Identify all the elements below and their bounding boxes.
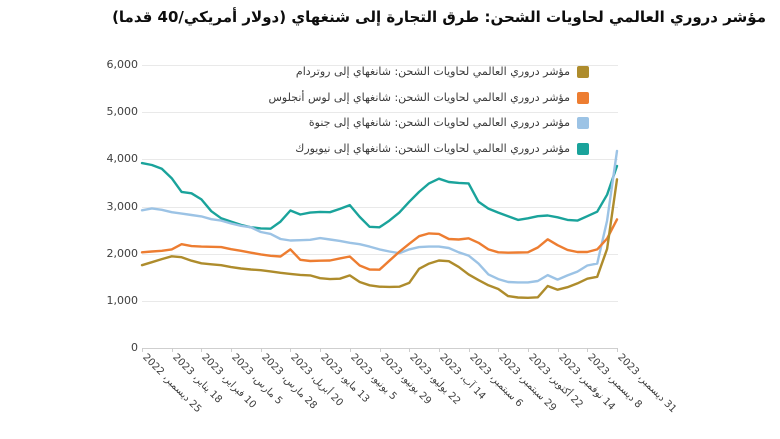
y-axis-tick-label: 0 (131, 341, 138, 354)
y-axis-tick-label: 1,000 (106, 293, 139, 307)
x-axis-tick (498, 348, 500, 352)
y-axis-tick-label: 2,000 (106, 246, 139, 260)
y-gridline (142, 300, 618, 302)
y-axis-tick-label: 3,000 (106, 199, 139, 213)
x-axis-tick (617, 348, 618, 352)
series-line-shanghai-rotterdam[interactable] (140, 178, 619, 300)
y-axis-tick-label: 6,000 (106, 58, 139, 71)
x-axis-tick-label: 8 ديسمبر، 2023 (585, 352, 645, 411)
x-axis-tick (260, 348, 262, 352)
x-axis-tick (349, 348, 351, 352)
legend-item-label: مؤشر دروري العالمي لحاويات الشحن: شانغها… (295, 65, 570, 78)
x-axis-tick (290, 348, 292, 352)
legend-swatch-icon (577, 66, 589, 78)
plot-area[interactable] (140, 65, 619, 348)
series-line-shanghai-genoa[interactable] (140, 149, 619, 284)
legend-swatch-icon (577, 117, 589, 130)
x-axis-tick-label: 29 يونيو، 2023 (377, 352, 433, 407)
chart-title: مؤشر دروري العالمي لحاويات الشحن: طرق ال… (112, 8, 766, 26)
legend-item-shanghai-los-angeles[interactable]: مؤشر دروري العالمي لحاويات الشحن: شانغها… (268, 90, 589, 105)
x-axis-tick-label: 10 فبراير، 2023 (199, 352, 259, 411)
x-axis-tick (438, 348, 440, 352)
legend-item-label: مؤشر دروري العالمي لحاويات الشحن: شانغها… (295, 142, 570, 156)
y-gridline (142, 253, 618, 255)
legend-item-label: مؤشر دروري العالمي لحاويات الشحن: شانغها… (308, 116, 570, 130)
legend-item-shanghai-new-york[interactable]: مؤشر دروري العالمي لحاويات الشحن: شانغها… (295, 142, 589, 156)
x-axis-tick (468, 348, 470, 352)
y-axis-tick-label: 4,000 (106, 152, 139, 166)
y-axis-tick-label: 5,000 (106, 105, 139, 119)
legend-item-shanghai-genoa[interactable]: مؤشر دروري العالمي لحاويات الشحن: شانغها… (309, 116, 589, 130)
legend-item-label: مؤشر دروري العالمي لحاويات الشحن: شانغها… (268, 90, 571, 104)
x-axis-tick-label: 6 سبتمبر، 2023 (466, 352, 525, 410)
x-axis-tick (201, 348, 203, 352)
x-axis-tick (587, 348, 589, 352)
x-axis-tick (379, 348, 381, 352)
x-axis-tick (557, 348, 559, 352)
x-axis-tick (409, 348, 411, 352)
legend-swatch-icon (577, 143, 589, 156)
x-axis-tick (231, 348, 233, 352)
series-line-shanghai-new-york[interactable] (140, 161, 619, 230)
legend-swatch-icon (577, 91, 589, 104)
y-gridline (142, 65, 618, 66)
x-axis-tick-label: 20 أبريل، 2023 (288, 352, 346, 409)
x-axis-tick (320, 348, 322, 352)
y-gridline (142, 206, 618, 208)
x-axis-tick-label: 22 أكتوبر، 2023 (526, 352, 585, 411)
x-axis-tick (171, 348, 173, 352)
y-gridline (142, 159, 618, 161)
y-gridline (142, 112, 618, 114)
series-line-shanghai-los-angeles[interactable] (140, 218, 619, 271)
x-axis-tick (527, 348, 529, 352)
legend-item-shanghai-rotterdam[interactable]: مؤشر دروري العالمي لحاويات الشحن: شانغها… (296, 65, 589, 79)
x-axis-tick (142, 348, 143, 352)
